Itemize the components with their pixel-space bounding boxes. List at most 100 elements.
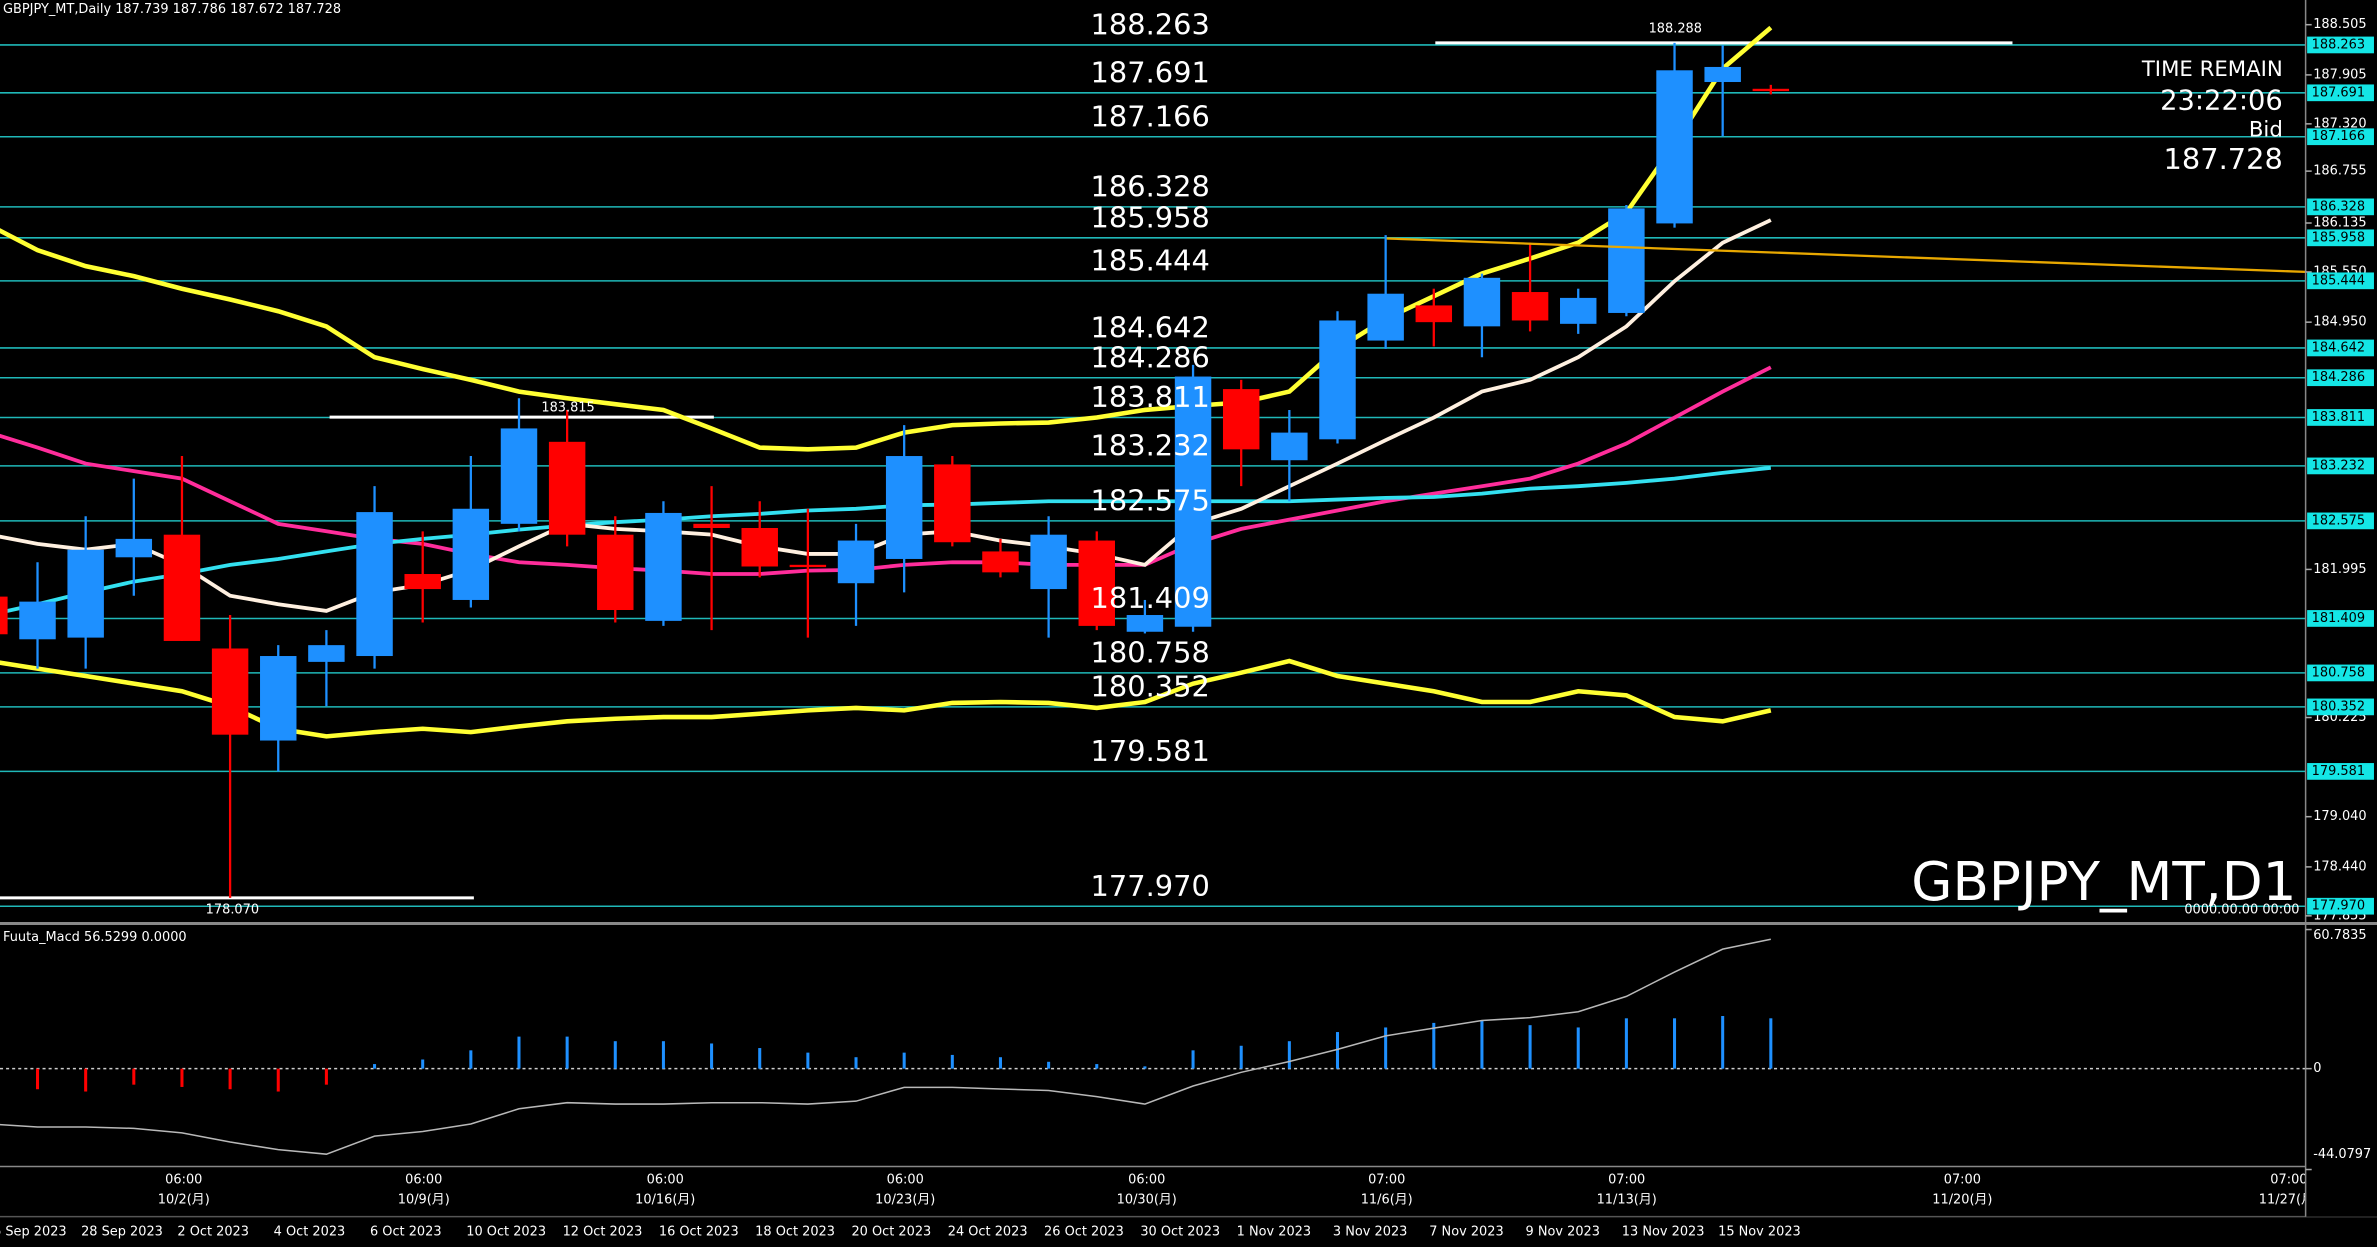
level-tag [2307,198,2374,216]
candle-body [1511,292,1549,321]
price-mark-label: 178.070 [206,902,259,917]
x-tick-label: 28 Sep 2023 [81,1224,163,1239]
x-tick-label: 30 Oct 2023 [1140,1224,1220,1239]
candle-body [115,538,153,558]
level-label: 187.691 [1091,56,1210,90]
level-tag [2307,84,2374,102]
y-tick-label: 188.505 [2313,17,2366,32]
level-tag-label: 186.328 [2312,199,2365,214]
ohlc-value: 187.728 [288,2,341,17]
week-time-label: 06:00 [647,1173,684,1188]
level-label: 184.286 [1091,340,1210,374]
x-tick-label: 7 Nov 2023 [1429,1224,1503,1239]
level-tag-label: 183.232 [2312,458,2365,473]
level-tag-label: 183.811 [2312,410,2365,425]
indicator-line [0,218,1772,613]
watermark: GBPJPY_MT,D1 [1911,851,2296,913]
ohlc-value: 187.786 [173,2,226,17]
level-label: 180.758 [1091,636,1210,670]
candle-body [260,656,297,741]
week-date-label: 11/27(月) [2259,1192,2319,1207]
header: GBPJPY_MT,Daily 187.739 187.786 187.672 … [3,2,341,17]
week-time-label: 07:00 [2270,1173,2307,1188]
y-tick-label: 179.040 [2313,809,2366,824]
level-label: 180.352 [1091,670,1210,704]
level-tag [2307,763,2374,780]
candle-body [1752,88,1790,92]
macd-bg [0,926,2306,1167]
candle-body [67,549,104,638]
main-panel [0,25,2306,907]
level-tag-label: 185.444 [2312,273,2365,288]
ohlc-value: 187.672 [230,2,283,17]
y-tick-label: 187.320 [2313,116,2366,131]
level-label: 184.642 [1091,311,1210,345]
week-time-label: 07:00 [1608,1173,1645,1188]
candle-body [1415,305,1453,323]
time-remain-label: TIME REMAIN [2141,57,2283,82]
level-tag-label: 187.166 [2312,129,2365,144]
week-date-label: 10/30(月) [1117,1192,1177,1207]
level-label: 185.958 [1091,201,1210,235]
candle-body [934,464,971,543]
y-tick-label: 184.950 [2313,315,2366,330]
candle-body [837,540,875,584]
level-tag-label: 187.691 [2312,85,2365,100]
level-tag [2307,128,2374,146]
macd-title: Fuuta_Macd [3,930,80,945]
candle-body [308,645,345,662]
level-label: 185.444 [1091,244,1210,278]
candle-body [1367,293,1404,341]
bid-value: 187.728 [2164,142,2283,176]
week-date-label: 10/16(月) [635,1192,695,1207]
macd-y-tick-label: -44.0797 [2313,1147,2371,1162]
y-tick-label: 187.905 [2313,67,2366,82]
candle-body [741,528,778,567]
symbol-title: GBPJPY_MT,Daily [3,2,111,17]
level-tag-label: 182.575 [2312,513,2365,528]
candle-body [211,648,249,735]
candle-body [597,534,634,611]
macd-line [0,938,1771,1155]
x-tick-label: 1 Nov 2023 [1237,1224,1311,1239]
candle-body [1126,615,1164,632]
level-tag [2307,369,2374,387]
level-tag [2307,457,2374,475]
x-tick-label: 12 Oct 2023 [563,1224,643,1239]
candle-body [1704,66,1741,83]
level-label: 177.970 [1091,869,1210,903]
time-axis-bg [0,1166,2377,1247]
week-date-label: 10/23(月) [875,1192,935,1207]
level-tag-label: 181.409 [2312,611,2365,626]
week-time-label: 06:00 [165,1173,202,1188]
level-label: 187.166 [1091,100,1210,134]
x-tick-label: 13 Nov 2023 [1622,1224,1705,1239]
x-tick-label: 20 Oct 2023 [851,1224,931,1239]
trend-line [1386,237,2306,274]
y-tick-label: 186.755 [2313,164,2366,179]
level-label: 188.263 [1091,8,1210,42]
candle-body [1319,320,1356,440]
candle-body [693,523,730,529]
price-axis: 188.505187.905187.320186.755186.135185.5… [2304,0,2377,1217]
candle-body [645,512,682,621]
level-tag [2307,664,2374,682]
price-mark-label: 183.815 [541,401,594,416]
candle-body [1463,277,1501,327]
candle-body [1608,208,1645,313]
x-tick-label: 18 Oct 2023 [755,1224,835,1239]
week-time-label: 06:00 [405,1173,442,1188]
time-remain: 23:22:06 [2160,85,2283,116]
level-label: 183.811 [1091,380,1210,414]
candle-body [1656,70,1693,224]
level-tag-label: 185.958 [2312,230,2365,245]
level-label: 182.575 [1091,484,1210,518]
level-tag [2307,897,2374,915]
x-tick-label: 10 Oct 2023 [466,1224,546,1239]
candle-body [789,564,827,568]
indicator-line [0,465,1772,615]
level-label: 186.328 [1091,170,1210,204]
level-tag-label: 180.758 [2312,665,2365,680]
indicator-line [0,365,1772,576]
